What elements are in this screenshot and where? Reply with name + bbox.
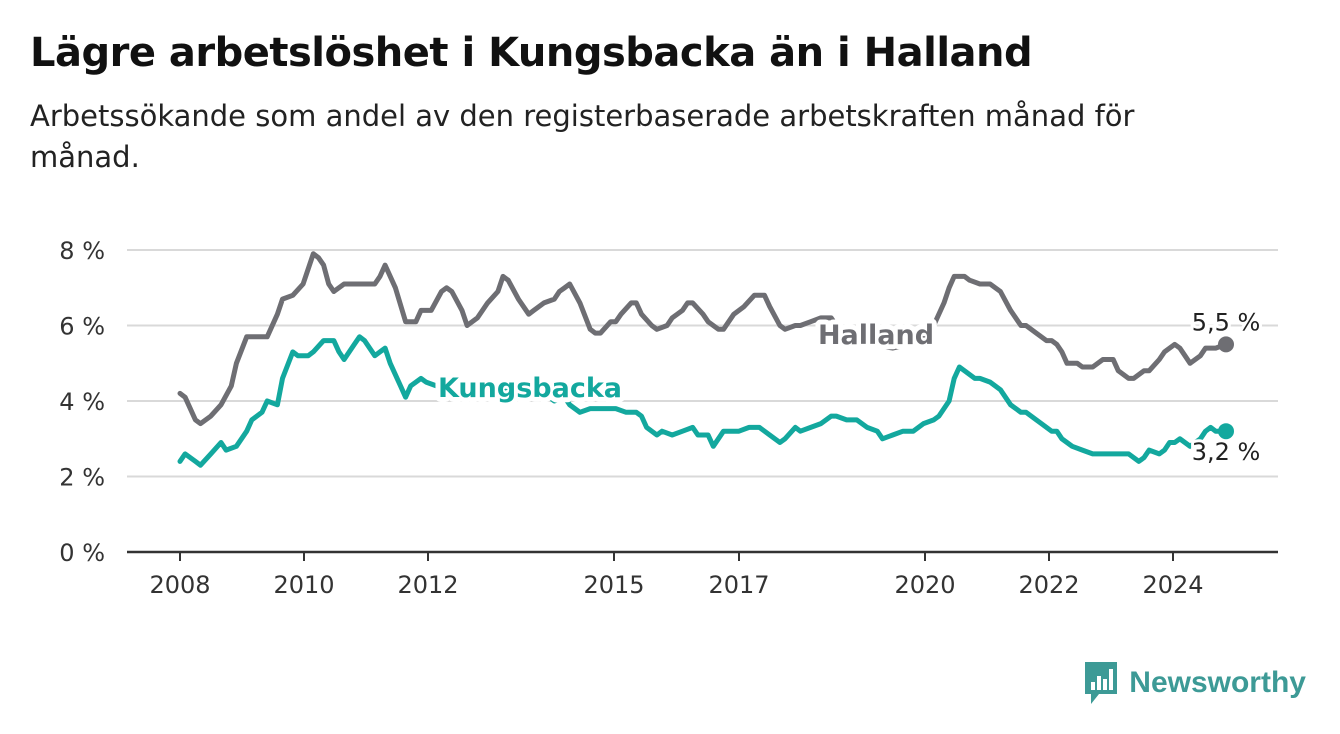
- series-name-label: Kungsbacka: [438, 373, 622, 404]
- x-tick-label: 2024: [1142, 571, 1203, 599]
- chart-title: Lägre arbetslöshet i Kungsbacka än i Hal…: [30, 30, 1033, 76]
- x-tick-label: 2012: [397, 571, 458, 599]
- x-tick-label: 2017: [708, 571, 769, 599]
- x-tick-label: 2020: [894, 571, 955, 599]
- bar-chart-badge-icon: [1085, 662, 1118, 704]
- end-value-label: 5,5 %: [1192, 308, 1261, 336]
- brand-name: Newsworthy: [1129, 666, 1306, 699]
- y-tick-label: 2 %: [59, 464, 105, 492]
- x-tick-label: 2008: [149, 571, 210, 599]
- series-line-halland: [177, 251, 1229, 427]
- grid-layer: [127, 249, 1278, 478]
- y-tick-label: 4 %: [59, 388, 105, 416]
- series-name-label: Halland: [818, 320, 934, 351]
- end-point-kungsbacka: [1218, 423, 1234, 440]
- end-point-halland: [1218, 336, 1234, 353]
- newsworthy-brand: Newsworthy: [1083, 660, 1306, 706]
- y-tick-label: 6 %: [59, 313, 105, 341]
- x-tick-label: 2022: [1018, 571, 1079, 599]
- x-tick-label: 2015: [583, 571, 644, 599]
- series-line-kungsbacka: [177, 334, 1229, 468]
- end-value-label: 3,2 %: [1192, 438, 1261, 466]
- x-tick-label: 2010: [273, 571, 334, 599]
- axis-layer: 0 % 2 % 4 % 6 % 8 % 2008 2010 2012 2015 2017 2020 2…: [59, 237, 1278, 599]
- chart-subtitle: Arbetssökande som andel av den registerb…: [30, 99, 1135, 174]
- label-layer: 5,5 % 3,2 % Halland Kungsbacka: [433, 305, 1263, 469]
- y-tick-label: 0 %: [59, 539, 105, 567]
- y-tick-label: 8 %: [59, 237, 105, 265]
- series-layer: [177, 251, 1234, 468]
